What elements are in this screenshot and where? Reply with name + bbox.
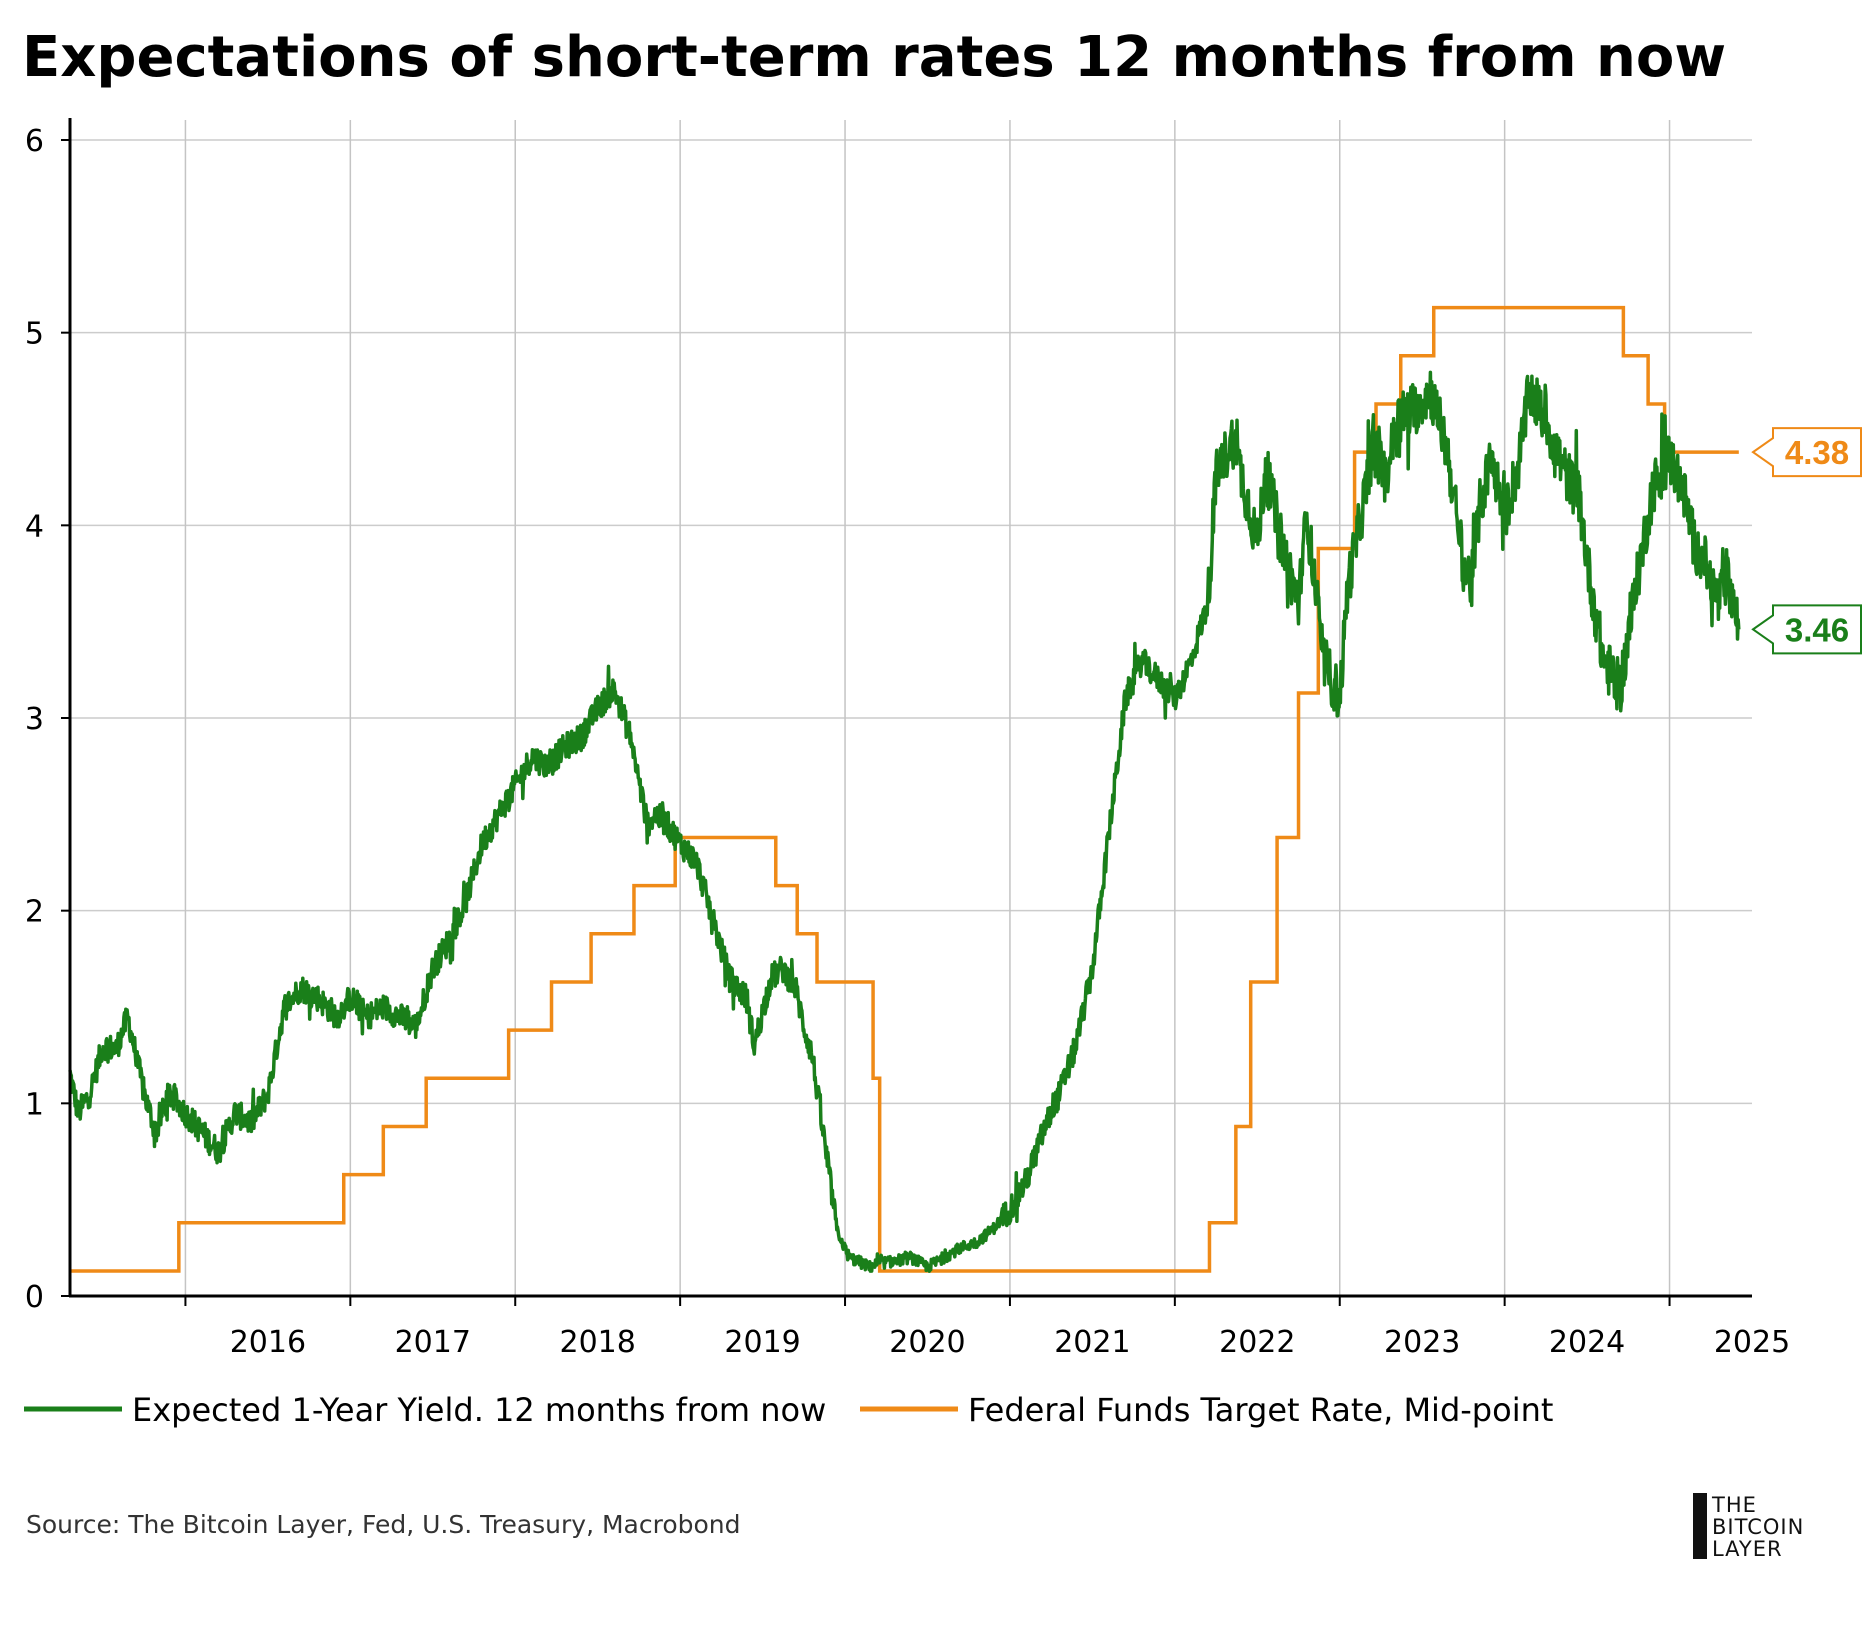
logo-bar-icon [1693,1493,1707,1559]
x-tick-label: 2022 [1219,1325,1295,1360]
legend: Expected 1-Year Yield. 12 months from no… [24,1391,1553,1429]
x-tick-label: 2019 [724,1325,800,1360]
source-note: Source: The Bitcoin Layer, Fed, U.S. Tre… [26,1510,741,1539]
x-tick-label: 2016 [230,1325,306,1360]
y-tick-label: 0 [25,1280,44,1315]
y-tick-label: 4 [25,509,44,544]
x-tick-label: 2024 [1549,1325,1625,1360]
x-tick-label: 2020 [889,1325,965,1360]
y-axis-ticks: 0 1 2 3 4 5 6 [25,124,70,1315]
y-tick-label: 2 [25,895,44,930]
grid-lines [70,120,1752,1296]
x-tick-label: 2023 [1384,1325,1460,1360]
y-tick-label: 5 [25,317,44,352]
logo-line-1: THE [1711,1493,1757,1517]
end-label-fed-funds-text: 4.38 [1785,434,1849,471]
legend-label-expected-yield: Expected 1-Year Yield. 12 months from no… [132,1391,826,1429]
chart-title: Expectations of short-term rates 12 mont… [22,25,1726,90]
bitcoin-layer-logo: THE BITCOIN LAYER [1693,1493,1804,1561]
x-tick-label: 2021 [1054,1325,1130,1360]
end-label-expected-yield-text: 3.46 [1785,611,1849,648]
x-tick-label: 2025 [1714,1325,1790,1360]
y-tick-label: 1 [25,1087,44,1122]
x-tick-label: 2018 [560,1325,636,1360]
y-tick-label: 6 [25,124,44,159]
logo-line-2: BITCOIN [1712,1515,1804,1539]
end-label-expected-yield: 3.46 [1751,604,1862,655]
series-layer [68,305,1741,1273]
series-line-expected-yield [68,370,1741,1273]
end-label-expected-yield-box [1751,604,1862,655]
logo-line-3: LAYER [1712,1537,1783,1561]
y-tick-label: 3 [25,702,44,737]
x-tick-label: 2017 [395,1325,471,1360]
x-axis-ticks: 2016 2017 2018 2019 2020 2021 2022 2023 2024 2025 [184,1296,1790,1360]
end-label-fed-funds-box [1751,427,1862,478]
end-labels: 4.38 3.46 [1751,427,1862,655]
end-label-fed-funds: 4.38 [1751,427,1862,478]
series-line-fed-funds-rate [70,305,1739,1273]
legend-label-fed-funds: Federal Funds Target Rate, Mid-point [968,1391,1553,1429]
